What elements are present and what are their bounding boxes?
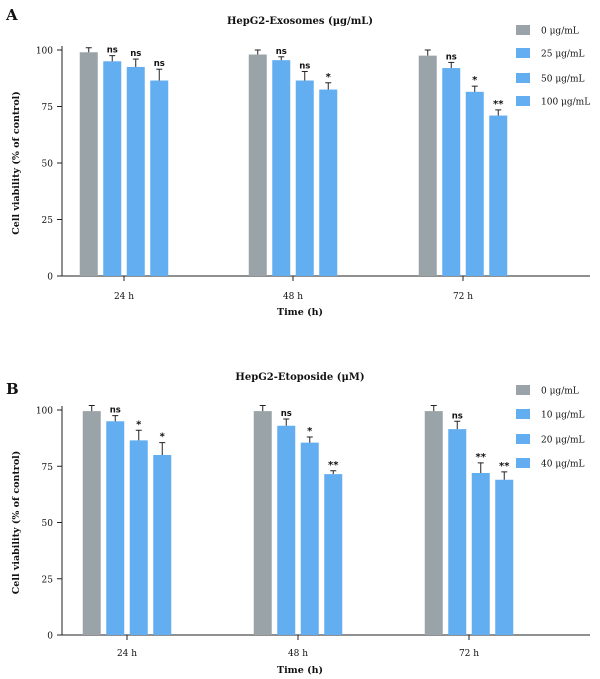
legend-swatch bbox=[516, 434, 530, 444]
bar bbox=[248, 54, 267, 276]
bar bbox=[153, 455, 172, 635]
bar bbox=[448, 429, 467, 635]
y-tick-label: 25 bbox=[42, 216, 54, 226]
y-tick-label: 0 bbox=[47, 273, 53, 283]
bar bbox=[295, 80, 314, 276]
bar bbox=[471, 473, 490, 635]
legend-label: 0 μg/mL bbox=[541, 387, 579, 397]
bar bbox=[300, 442, 319, 635]
panel-label: B bbox=[6, 380, 19, 398]
x-tick-label: 24 h bbox=[117, 649, 137, 659]
legend-swatch bbox=[516, 25, 530, 35]
significance-label: ** bbox=[493, 99, 504, 110]
y-tick-label: 0 bbox=[47, 632, 53, 642]
bar bbox=[106, 421, 125, 635]
legend-label: 0 μg/mL bbox=[541, 27, 579, 37]
legend-label: 20 μg/mL bbox=[541, 436, 584, 446]
legend-swatch bbox=[516, 458, 530, 468]
bar bbox=[465, 91, 484, 276]
chart-title: HepG2-Etoposide (μM) bbox=[235, 372, 364, 383]
bar bbox=[129, 440, 148, 635]
bar bbox=[82, 411, 101, 635]
y-tick-label: 50 bbox=[42, 519, 54, 529]
chart-title: HepG2-Exosomes (μg/mL) bbox=[227, 16, 373, 27]
legend-label: 40 μg/mL bbox=[541, 460, 584, 470]
significance-label: ns bbox=[281, 409, 292, 419]
significance-label: ** bbox=[328, 460, 339, 471]
significance-label: * bbox=[472, 75, 478, 86]
y-tick-label: 75 bbox=[42, 463, 54, 473]
significance-label: ns bbox=[452, 411, 463, 421]
x-tick-label: 72 h bbox=[453, 292, 473, 302]
bar bbox=[277, 425, 296, 635]
bar bbox=[150, 80, 169, 276]
x-axis-label: Time (h) bbox=[277, 307, 323, 318]
bar bbox=[272, 60, 291, 276]
legend-label: 100 μg/mL bbox=[541, 98, 590, 108]
significance-label: ** bbox=[499, 461, 510, 472]
y-tick-label: 25 bbox=[42, 575, 54, 585]
significance-label: * bbox=[326, 72, 332, 83]
bar bbox=[442, 68, 461, 276]
y-axis-label: Cell viability (% of control) bbox=[11, 451, 22, 595]
significance-label: ns bbox=[154, 59, 165, 69]
y-tick-label: 50 bbox=[42, 160, 54, 170]
x-tick-label: 48 h bbox=[288, 649, 308, 659]
significance-label: ns bbox=[299, 61, 310, 71]
bar bbox=[324, 474, 343, 635]
significance-label: ns bbox=[276, 47, 287, 57]
bar bbox=[319, 89, 338, 276]
significance-label: * bbox=[307, 426, 313, 437]
x-tick-label: 48 h bbox=[283, 292, 303, 302]
x-tick-label: 72 h bbox=[459, 649, 479, 659]
significance-label: * bbox=[136, 419, 142, 430]
significance-label: ** bbox=[476, 452, 487, 463]
legend-swatch bbox=[516, 96, 530, 106]
legend-label: 25 μg/mL bbox=[541, 50, 584, 60]
y-axis-label: Cell viability (% of control) bbox=[11, 91, 22, 235]
bar bbox=[495, 479, 514, 635]
significance-label: ns bbox=[446, 52, 457, 62]
y-tick-label: 100 bbox=[36, 407, 53, 417]
x-tick-label: 24 h bbox=[114, 292, 134, 302]
y-tick-label: 100 bbox=[36, 47, 53, 57]
bar bbox=[489, 115, 508, 276]
panel-label: A bbox=[5, 6, 18, 24]
bar bbox=[424, 411, 443, 635]
bar bbox=[253, 411, 272, 635]
significance-label: ns bbox=[130, 49, 141, 59]
significance-label: ns bbox=[110, 406, 121, 416]
significance-label: ns bbox=[107, 46, 118, 56]
significance-label: * bbox=[160, 432, 166, 443]
bar bbox=[103, 61, 122, 276]
legend-swatch bbox=[516, 385, 530, 395]
bar bbox=[79, 52, 98, 277]
bar bbox=[418, 55, 437, 277]
legend-label: 10 μg/mL bbox=[541, 411, 584, 421]
legend-swatch bbox=[516, 409, 530, 419]
y-tick-label: 75 bbox=[42, 103, 54, 113]
legend-label: 50 μg/mL bbox=[541, 75, 584, 85]
legend-swatch bbox=[516, 48, 530, 58]
bar bbox=[126, 66, 145, 276]
x-axis-label: Time (h) bbox=[277, 665, 323, 676]
legend-swatch bbox=[516, 73, 530, 83]
